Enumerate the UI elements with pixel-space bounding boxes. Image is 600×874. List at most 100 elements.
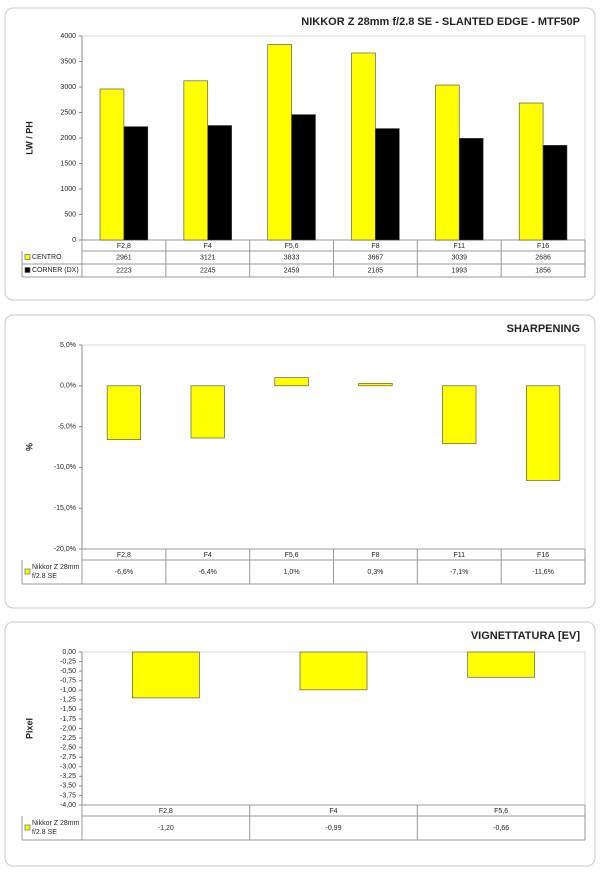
legend-cell: Nikkor Z 28mm f/2.8 SE <box>32 564 80 580</box>
y-tick-label: -3,00 <box>60 764 76 771</box>
bar <box>442 385 477 445</box>
bar <box>467 651 535 678</box>
table-value: 3667 <box>368 254 384 261</box>
bar <box>123 126 149 241</box>
y-tick-label: -1,25 <box>60 697 76 704</box>
chart-title: NIKKOR Z 28mm f/2.8 SE - SLANTED EDGE - … <box>301 16 580 28</box>
table-value: 2185 <box>368 267 384 274</box>
x-tick-label: F2,8 <box>159 808 173 815</box>
x-tick-label: F5,6 <box>494 808 508 815</box>
y-tick-label: -10,0% <box>54 464 76 471</box>
bar <box>291 114 316 241</box>
y-tick-label: 1500 <box>60 160 76 167</box>
bar <box>274 377 309 387</box>
legend-cell: Nikkor Z 28mm f/2.8 SE <box>32 820 80 836</box>
table-value: 0,3% <box>367 569 383 576</box>
y-tick-label: 0 <box>72 237 76 244</box>
bar <box>375 128 400 241</box>
legend-cell: CENTRO <box>32 254 62 261</box>
legend-label: Nikkor Z 28mm f/2.8 SE <box>32 564 80 580</box>
y-tick-label: -0,25 <box>60 658 76 665</box>
y-tick-label: -2,50 <box>60 744 76 751</box>
legend-swatch <box>24 267 31 273</box>
y-tick-label: 2500 <box>60 109 76 116</box>
x-tick-label: F11 <box>453 552 465 559</box>
y-tick-label: -3,25 <box>60 773 76 780</box>
table-value: 3833 <box>284 254 300 261</box>
legend-swatch <box>24 254 31 260</box>
y-tick-label: 2000 <box>60 135 76 142</box>
table-value: 1993 <box>451 267 467 274</box>
y-tick-label: -1,75 <box>60 716 76 723</box>
x-tick-label: F8 <box>371 243 379 250</box>
x-tick-label: F4 <box>204 552 212 559</box>
y-tick-label: -4,00 <box>60 802 76 809</box>
table-value: -6,4% <box>199 569 217 576</box>
x-tick-label: F2,8 <box>117 243 131 250</box>
table-value: -1,20 <box>158 825 174 832</box>
bar <box>106 385 141 440</box>
table-value: 2223 <box>116 267 132 274</box>
x-tick-label: F16 <box>537 552 549 559</box>
bar <box>435 84 460 241</box>
y-tick-label: -0,75 <box>60 678 76 685</box>
table-value: -7,1% <box>450 569 468 576</box>
y-tick-label: -1,50 <box>60 706 76 713</box>
y-tick-label: -2,00 <box>60 725 76 732</box>
legend-swatch <box>24 824 31 831</box>
table-value: 2459 <box>284 267 300 274</box>
table-value: 2686 <box>535 254 551 261</box>
legend-label: Nikkor Z 28mm f/2.8 SE <box>32 820 80 836</box>
x-tick-label: F4 <box>329 808 337 815</box>
y-tick-label: -1,00 <box>60 687 76 694</box>
x-tick-label: F2,8 <box>117 552 131 559</box>
table-value: 1856 <box>535 267 551 274</box>
x-tick-label: F11 <box>453 243 465 250</box>
y-tick-label: 3000 <box>60 84 76 91</box>
legend-label: CORNER (DX) <box>32 267 79 274</box>
y-tick-label: -3,50 <box>60 783 76 790</box>
bar <box>351 52 376 241</box>
legend-cell: CORNER (DX) <box>32 267 79 274</box>
y-tick-label: 5,0% <box>60 342 76 349</box>
table-value: 3121 <box>200 254 216 261</box>
table-value: 2245 <box>200 267 216 274</box>
table-value: -0,66 <box>493 825 509 832</box>
table-value: 1,0% <box>284 569 300 576</box>
y-tick-label: 500 <box>64 211 76 218</box>
y-tick-label: -15,0% <box>54 505 76 512</box>
x-tick-label: F4 <box>204 243 212 250</box>
bar <box>299 651 368 691</box>
x-tick-label: F5,6 <box>285 243 299 250</box>
y-tick-label: -2,75 <box>60 754 76 761</box>
y-tick-label: -0,50 <box>60 668 76 675</box>
y-axis-label: LW / PH <box>24 121 34 155</box>
chart-title: VIGNETTATURA [EV] <box>471 630 581 642</box>
legend-label: CENTRO <box>32 254 62 261</box>
x-tick-label: F16 <box>537 243 549 250</box>
y-tick-label: 4000 <box>60 33 76 40</box>
table-value: 2961 <box>116 254 132 261</box>
x-tick-label: F5,6 <box>285 552 299 559</box>
bar <box>207 125 232 241</box>
bar <box>542 145 568 241</box>
y-tick-label: -20,0% <box>54 546 76 553</box>
y-tick-label: 0,0% <box>60 383 76 390</box>
bar <box>267 44 292 241</box>
bar <box>458 138 484 241</box>
chart-title: SHARPENING <box>507 323 580 335</box>
y-axis-label: % <box>24 443 34 451</box>
bar <box>190 385 225 439</box>
bar <box>518 102 544 241</box>
bar <box>132 651 200 699</box>
bar <box>99 88 125 241</box>
panel <box>4 314 596 609</box>
table-value: -11,6% <box>532 569 554 576</box>
table-value: 3039 <box>451 254 467 261</box>
y-tick-label: -2,25 <box>60 735 76 742</box>
x-tick-label: F8 <box>371 552 379 559</box>
bar <box>526 385 561 481</box>
table-value: -0,99 <box>326 825 342 832</box>
